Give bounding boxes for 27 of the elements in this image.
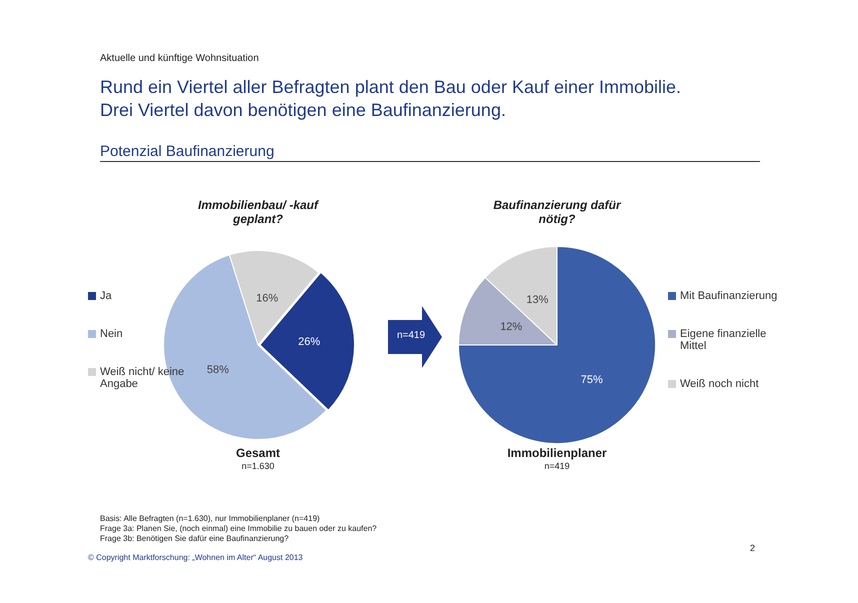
legend-label: Weiß noch nicht [680,378,759,390]
text: Frage 3a: Planen Sie, (noch einmal) eine Immobilie zu bauen oder zu kaufen? [100,524,377,533]
chart-title: Immobilienbau/ -kauf geplant? [196,198,320,226]
text: n=419 [543,461,571,471]
text: Potenzial Baufinanzierung [100,143,760,162]
arrow-icon: n=419 [388,306,442,368]
data-label: 13% [526,294,549,306]
legend-label: Mit Baufinanzierung [680,290,778,302]
chart-title: Baufinanzierung dafür nötig? [492,198,622,226]
legend-label: Eigene finanzielle Mittel [680,328,768,352]
text: Aktuelle und künftige Wohnsituation [100,53,259,64]
legend-label: Ja [100,290,112,302]
text: Immobilienplaner [506,446,608,460]
text: © Copyright Marktforschung: „Wohnen im Alter“ August 2013 [88,553,303,562]
text: Frage 3b: Benötigen Sie dafür eine Baufinanzierung? [100,534,289,543]
text: 2 [750,543,756,553]
text: Rund ein Viertel aller Befragten plant den Bau oder Kauf einer Immobilie. Drei Viertel davon benötigen eine Baufinanzierung. [100,76,682,122]
text: Gesamt [234,446,282,460]
legend-label: Nein [100,328,123,340]
data-label: 26% [298,336,320,348]
data-label: 58% [206,364,230,376]
legend-label: Weiß nicht/ keine Angabe [100,366,186,390]
text: Basis: Alle Befragten (n=1.630), nur Immobilienplaner (n=419) [100,514,320,523]
text: n=1.630 [240,461,276,471]
data-label: 75% [580,374,604,386]
data-label: 16% [256,292,278,305]
data-label: 12% [500,320,522,333]
